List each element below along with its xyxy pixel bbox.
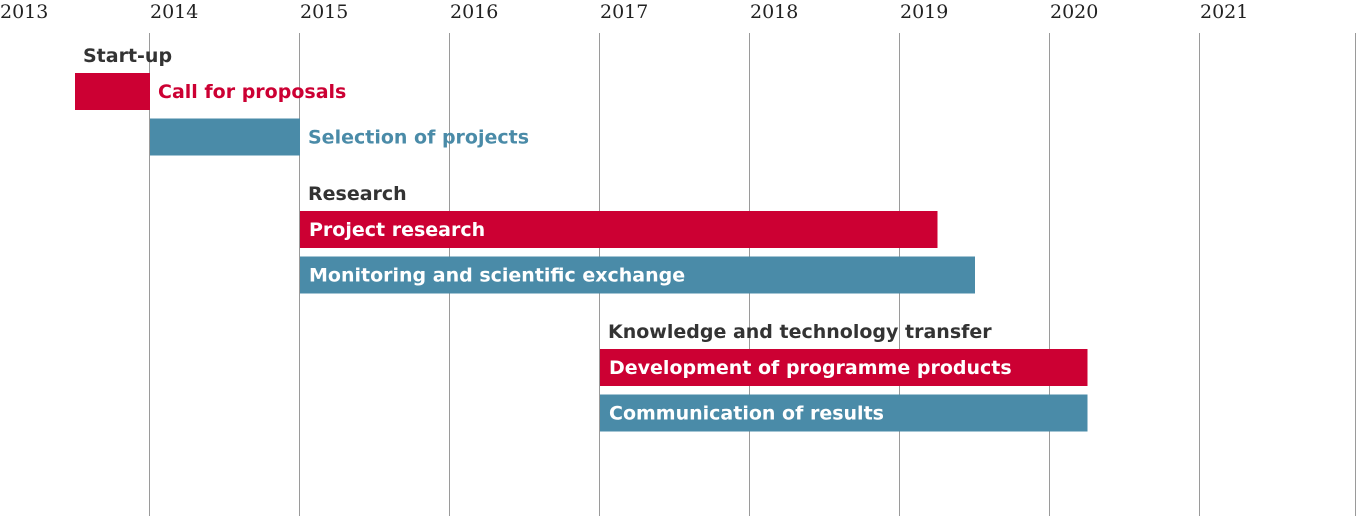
task-bar	[300, 256, 975, 294]
group-label: Knowledge and technology transfer	[608, 321, 992, 343]
year-tick-label: 2016	[450, 1, 498, 23]
task-bar	[75, 73, 150, 110]
year-tick-label: 2020	[1050, 1, 1098, 23]
task-label: Monitoring and scientific exchange	[309, 265, 685, 287]
group-label: Research	[308, 183, 407, 205]
task-bar	[150, 118, 300, 156]
year-axis: 2013 2014 2015 2016 2017 2018 2019 2020 2021	[0, 1, 1248, 23]
timeline-bars: Start-up Call for proposals Selection of p…	[75, 45, 1088, 432]
year-tick-label: 2021	[1200, 1, 1248, 23]
year-tick-label: 2013	[0, 1, 48, 23]
year-tick-label: 2019	[900, 1, 948, 23]
year-tick-label: 2015	[300, 1, 348, 23]
task-label: Development of programme products	[609, 357, 1012, 379]
group-label: Start-up	[83, 45, 172, 67]
year-tick-label: 2018	[750, 1, 798, 23]
task-label: Selection of projects	[308, 127, 529, 149]
task-bar	[600, 349, 1088, 386]
year-tick-label: 2014	[150, 1, 198, 23]
year-tick-label: 2017	[600, 1, 648, 23]
task-bar	[300, 211, 938, 248]
task-label: Project research	[309, 219, 485, 241]
task-bar	[600, 394, 1088, 432]
task-label: Call for proposals	[158, 81, 346, 103]
task-label: Communication of results	[609, 403, 884, 425]
